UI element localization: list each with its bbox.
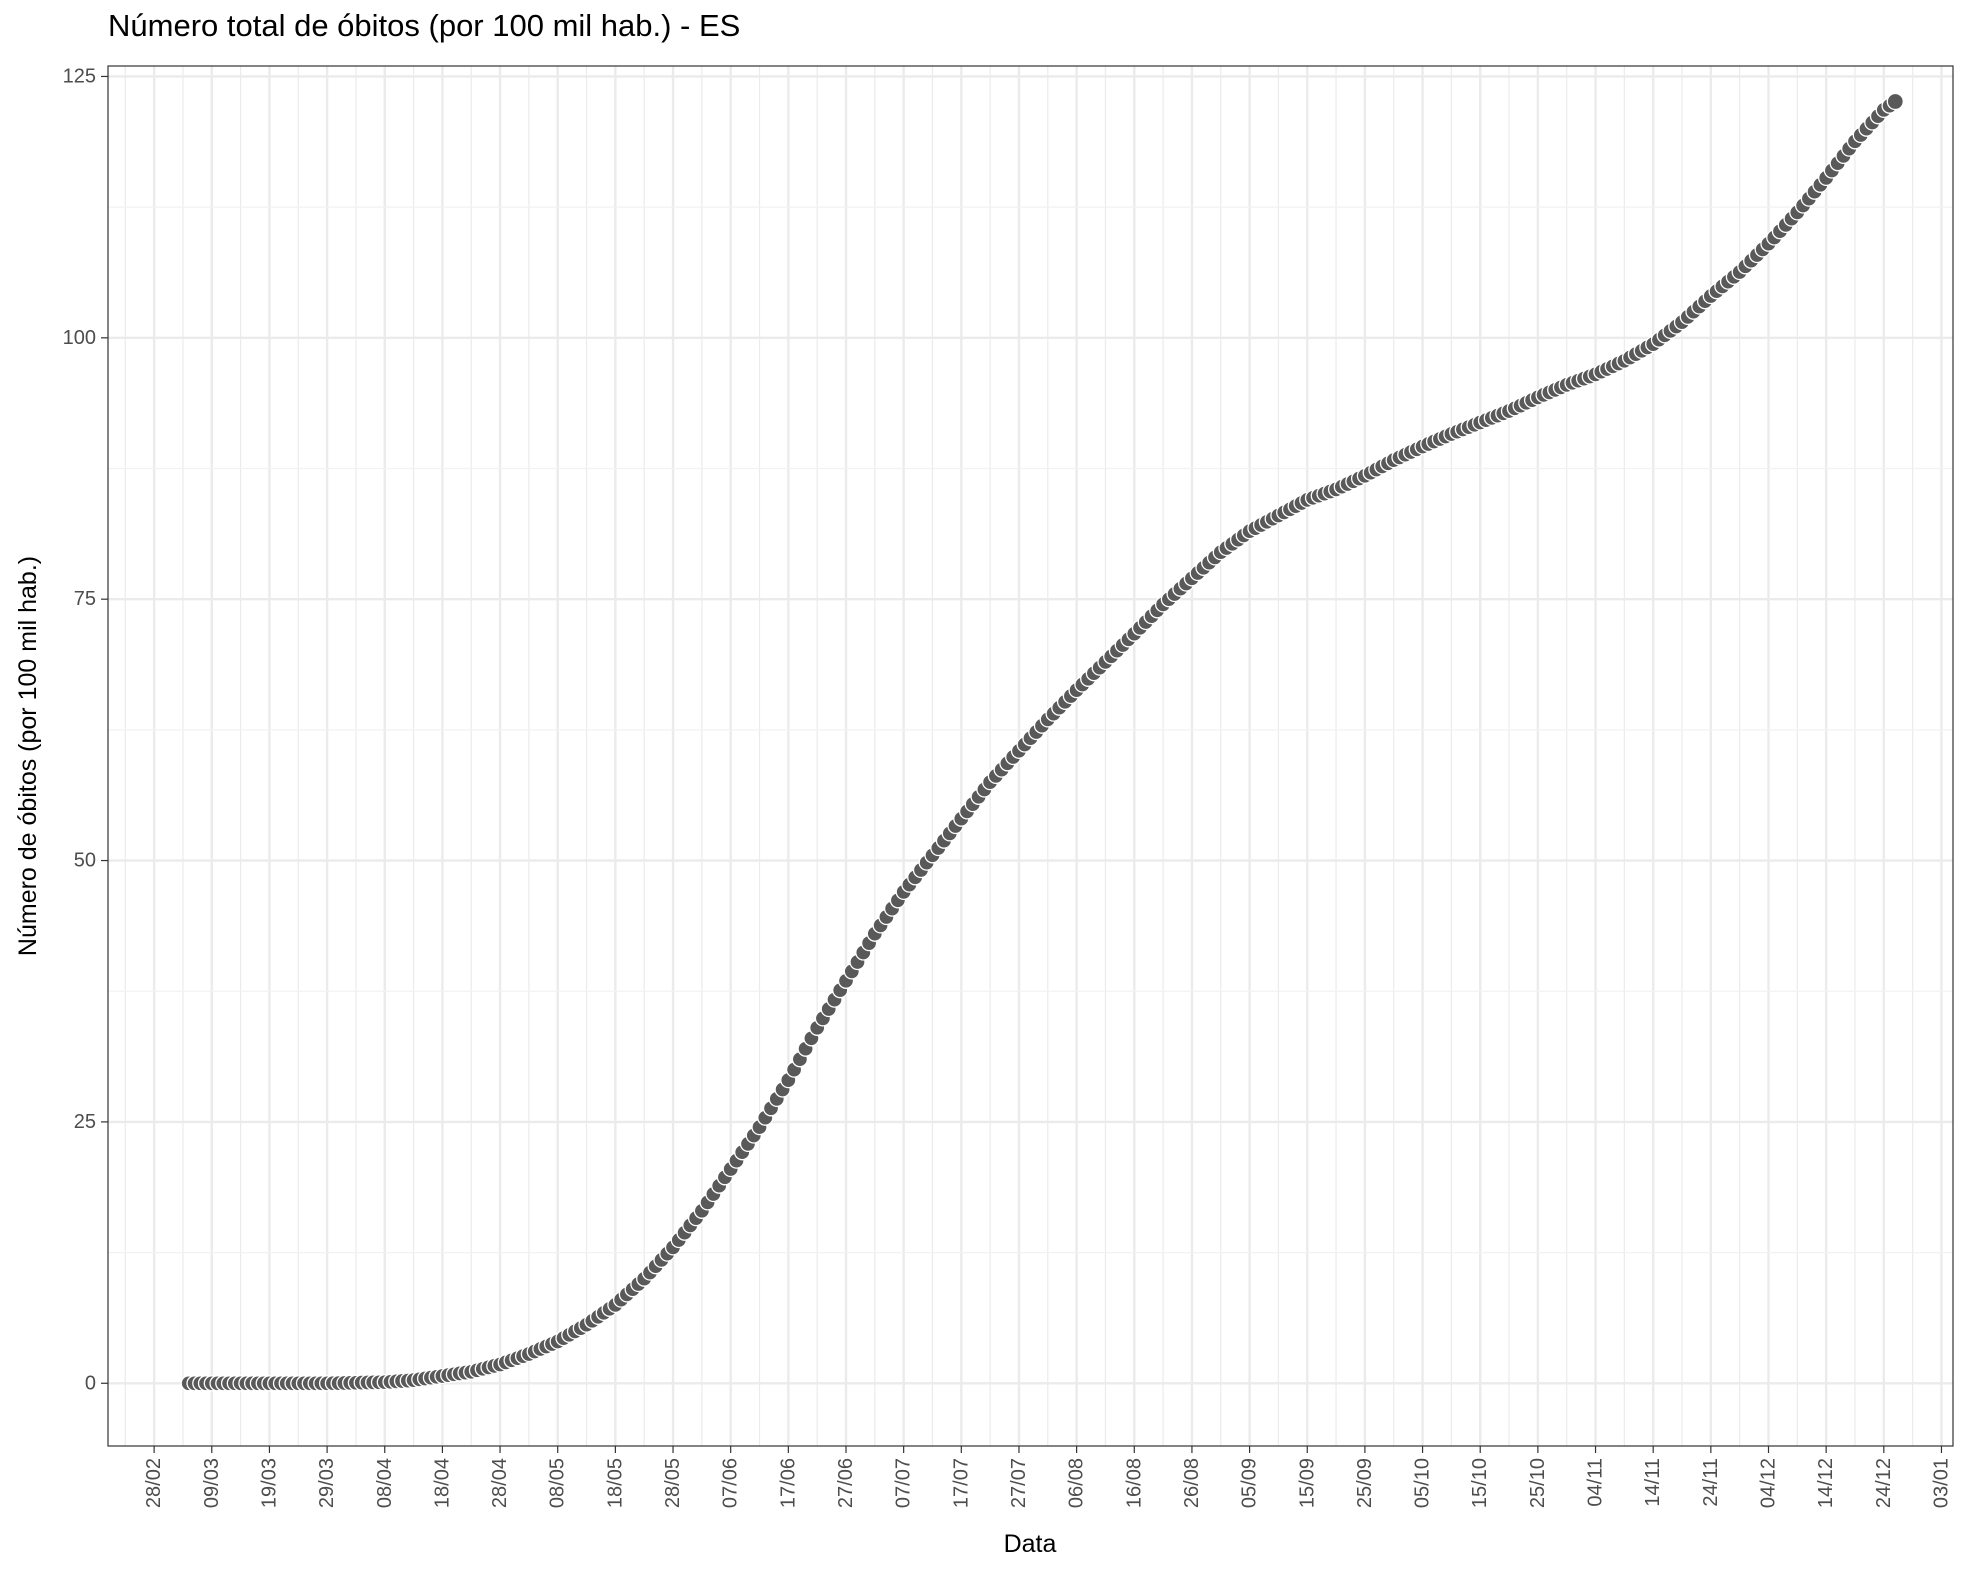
x-tick-label: 17/06	[777, 1458, 799, 1508]
x-tick-label: 17/07	[950, 1458, 972, 1508]
x-tick-label: 18/05	[604, 1458, 626, 1508]
y-tick-label: 125	[63, 65, 96, 87]
y-tick-label: 0	[85, 1372, 96, 1394]
y-tick-label: 25	[74, 1111, 96, 1133]
x-tick-label: 16/08	[1123, 1458, 1145, 1508]
y-tick-label: 75	[74, 588, 96, 610]
plot-panel-border	[107, 65, 1954, 1447]
x-tick-label: 06/08	[1066, 1458, 1088, 1508]
x-tick-label: 04/12	[1758, 1458, 1780, 1508]
x-tick-label: 18/04	[431, 1458, 453, 1508]
chart-title: Número total de óbitos (por 100 mil hab.…	[108, 8, 741, 43]
x-axis: 28/02 09/03 19/03 29/03 08/04 18/04 28/04 08/05…	[143, 1446, 1952, 1508]
x-tick-label: 05/10	[1412, 1458, 1434, 1508]
y-axis: 0 25 50 75 100 125	[63, 65, 108, 1394]
x-tick-label: 25/10	[1527, 1458, 1549, 1508]
x-tick-label: 24/11	[1700, 1458, 1722, 1507]
x-tick-label: 08/05	[547, 1458, 569, 1508]
x-tick-label: 24/12	[1873, 1458, 1895, 1508]
x-tick-label: 28/04	[489, 1458, 511, 1508]
x-tick-label: 08/04	[374, 1458, 396, 1508]
x-tick-label: 14/11	[1642, 1458, 1664, 1507]
x-tick-label: 26/08	[1181, 1458, 1203, 1508]
grid-layer	[108, 66, 1953, 1446]
x-tick-label: 28/05	[662, 1458, 684, 1508]
y-axis-title: Número de óbitos (por 100 mil hab.)	[14, 556, 42, 956]
x-tick-label: 14/12	[1815, 1458, 1837, 1508]
x-tick-label: 07/07	[893, 1458, 915, 1508]
x-tick-label: 27/07	[1008, 1458, 1030, 1508]
x-tick-label: 07/06	[720, 1458, 742, 1508]
x-axis-title: Data	[1004, 1530, 1057, 1558]
y-tick-label: 100	[63, 327, 96, 349]
x-tick-label: 15/10	[1469, 1458, 1491, 1508]
x-tick-label: 25/09	[1354, 1458, 1376, 1508]
x-tick-label: 09/03	[201, 1458, 223, 1508]
x-tick-label: 04/11	[1585, 1458, 1607, 1507]
x-tick-label: 29/03	[316, 1458, 338, 1508]
x-tick-label: 28/02	[143, 1458, 165, 1508]
x-tick-label: 05/09	[1239, 1458, 1261, 1508]
data-point	[1886, 92, 1904, 111]
y-tick-label: 50	[74, 850, 96, 872]
data-points	[180, 92, 1904, 1392]
x-tick-label: 19/03	[258, 1458, 280, 1508]
x-tick-label: 15/09	[1296, 1458, 1318, 1508]
x-tick-label: 03/01	[1930, 1458, 1952, 1508]
x-tick-label: 27/06	[835, 1458, 857, 1508]
